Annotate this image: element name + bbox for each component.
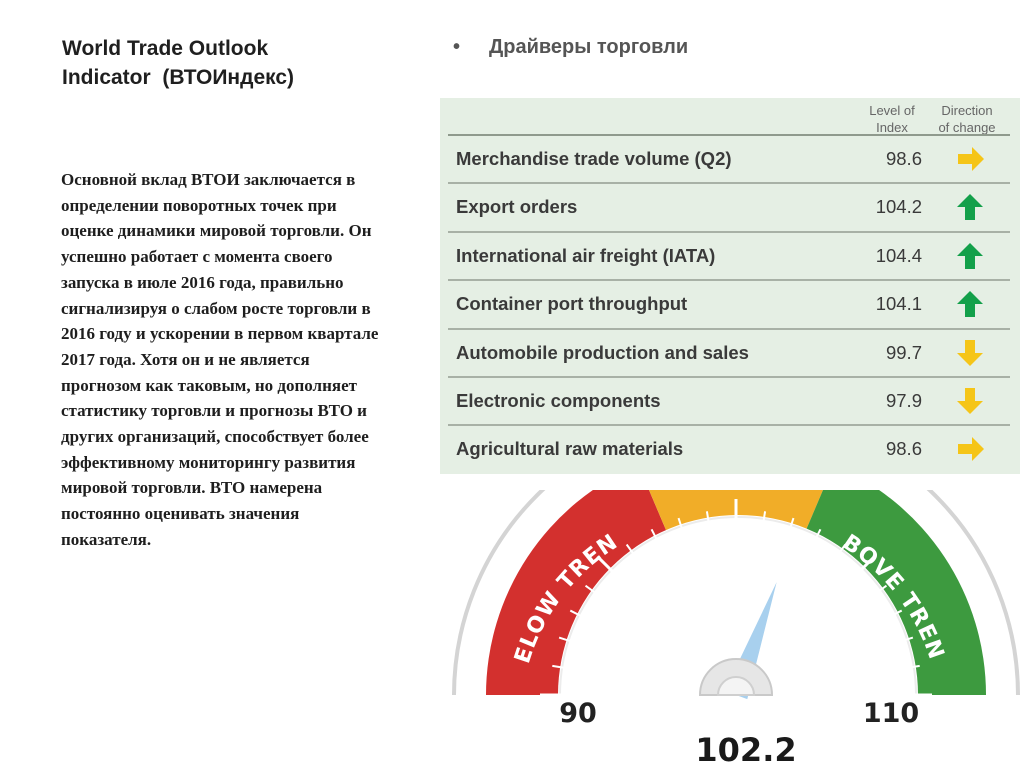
gauge-below-trend-segment bbox=[486, 490, 678, 695]
gauge-tick bbox=[705, 511, 711, 530]
bullet-heading-text: Драйверы торговли bbox=[489, 36, 689, 58]
table-row: Merchandise trade volume (Q2) 98.6 bbox=[448, 134, 1010, 183]
direction-down-arrow-icon bbox=[957, 339, 983, 366]
gauge-tick bbox=[558, 636, 577, 645]
gauge-tick bbox=[833, 543, 847, 560]
row-value: 99.7 bbox=[885, 341, 922, 363]
direction-right-arrow-icon bbox=[958, 437, 984, 462]
gauge-max-label: 110 bbox=[863, 698, 919, 729]
gauge-tick bbox=[625, 543, 639, 560]
gauge-tick bbox=[650, 528, 661, 546]
gauge-tick bbox=[885, 609, 903, 620]
gauge-ticks bbox=[540, 499, 932, 697]
table-row: Container port throughput 104.1 bbox=[448, 279, 1010, 328]
row-label: Export orders bbox=[456, 196, 578, 218]
direction-down-arrow-icon bbox=[957, 388, 983, 414]
trade-drivers-table: Level of Index Direction of change Merch… bbox=[440, 98, 1020, 474]
table-row: International air freight (IATA) 104.4 bbox=[448, 230, 1010, 280]
gauge-tick bbox=[811, 528, 822, 546]
gauge-tick bbox=[853, 555, 876, 578]
row-label: Electronic components bbox=[456, 390, 661, 411]
trade-gauge: 100 BELOW TREND ABOVE TREND 90 110 102.2 bbox=[448, 490, 1020, 767]
header-direction-line2: of change bbox=[938, 120, 996, 135]
gauge-min-label: 90 bbox=[559, 698, 597, 729]
direction-up-arrow-icon bbox=[957, 242, 983, 269]
row-value: 98.6 bbox=[885, 148, 922, 169]
table-row: Export orders 104.2 bbox=[448, 182, 1010, 231]
row-value: 104.4 bbox=[875, 244, 922, 266]
header-direction-line1: Direction bbox=[941, 103, 993, 118]
table-row: Agricultural raw materials 98.6 bbox=[448, 424, 1010, 473]
gauge-tick bbox=[761, 511, 767, 530]
gauge-tick bbox=[677, 517, 686, 536]
header-level-line2: Index bbox=[876, 120, 908, 135]
gauge-tick bbox=[584, 584, 601, 598]
header-level-line1: Level of bbox=[869, 103, 915, 118]
body-paragraph: Основной вклад ВТОИ заключается в опреде… bbox=[61, 170, 379, 549]
bullet-heading: • Драйверы торговли bbox=[453, 36, 688, 59]
direction-up-arrow-icon bbox=[957, 194, 983, 221]
gauge-tick bbox=[901, 664, 920, 670]
row-label: Automobile production and sales bbox=[456, 341, 749, 363]
row-label: International air freight (IATA) bbox=[456, 244, 716, 266]
row-label: Merchandise trade volume (Q2) bbox=[456, 148, 732, 169]
header-level-of-index: Level of Index bbox=[857, 102, 927, 136]
direction-right-arrow-icon bbox=[958, 147, 984, 171]
table-row: Electronic components 97.9 bbox=[448, 376, 1010, 425]
header-direction-of-change: Direction of change bbox=[927, 102, 1007, 136]
gauge-value-label: 102.2 bbox=[695, 731, 796, 767]
row-label: Container port throughput bbox=[456, 293, 688, 315]
slide-title-line2: Indicator (ВТОИндекс) bbox=[62, 66, 295, 89]
table-row: Automobile production and sales 99.7 bbox=[448, 327, 1010, 377]
gauge-tick bbox=[786, 517, 795, 536]
row-value: 98.6 bbox=[885, 438, 922, 460]
gauge-tick bbox=[871, 584, 888, 598]
gauge-tick bbox=[552, 664, 571, 670]
row-value: 104.1 bbox=[875, 293, 922, 315]
gauge-tick bbox=[895, 636, 914, 645]
gauge-above-trend-segment bbox=[794, 490, 986, 695]
gauge-tick bbox=[569, 609, 587, 620]
gauge-tick bbox=[596, 555, 619, 578]
slide-title-line1: World Trade Outlook bbox=[62, 37, 269, 60]
slide-title: World Trade Outlook Indicator (ВТОИндекс… bbox=[62, 34, 402, 92]
gauge-center-label: 100 bbox=[703, 524, 770, 562]
direction-up-arrow-icon bbox=[957, 291, 983, 318]
bullet-dot: • bbox=[453, 36, 461, 58]
row-label: Agricultural raw materials bbox=[456, 438, 684, 460]
row-value: 104.2 bbox=[875, 196, 922, 218]
row-value: 97.9 bbox=[885, 390, 922, 411]
